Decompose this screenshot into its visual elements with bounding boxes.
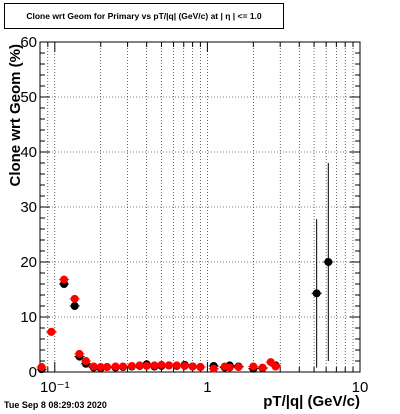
- data-point-series-2: [271, 362, 280, 371]
- data-point-series-2: [81, 357, 90, 365]
- data-point-series-2: [111, 362, 120, 371]
- data-point-series-2: [142, 361, 151, 370]
- y-tick-label: 40: [20, 144, 37, 161]
- x-axis-label: pT/|q| (GeV/c): [263, 393, 360, 410]
- data-point-series-2: [157, 360, 166, 369]
- data-point-series-2: [172, 361, 181, 370]
- x-tick-label: 10: [352, 379, 369, 396]
- y-tick-label: 60: [20, 34, 37, 51]
- data-point-series-2: [180, 361, 189, 370]
- data-point-series-1: [324, 258, 333, 266]
- data-point-series-2: [89, 362, 98, 371]
- x-tick-label: 10⁻¹: [40, 379, 70, 396]
- data-point-series-2: [249, 362, 258, 371]
- y-tick-label: 50: [20, 89, 37, 106]
- y-tick-label: 20: [20, 254, 37, 271]
- y-tick-label: 10: [20, 309, 37, 326]
- data-point-series-2: [135, 361, 144, 370]
- y-tick-label: 30: [20, 199, 37, 216]
- data-point-series-2: [150, 361, 159, 370]
- data-point-series-2: [37, 363, 46, 372]
- chart-title: Clone wrt Geom for Primary vs pT/|q| (Ge…: [4, 3, 284, 29]
- y-axis-label: Clone wrt Geom (%): [7, 44, 24, 187]
- data-point-series-2: [96, 363, 105, 372]
- data-point-series-2: [119, 362, 128, 371]
- y-tick-label: 0: [29, 364, 37, 381]
- data-point-series-2: [60, 275, 69, 284]
- data-point-series-2: [196, 363, 205, 372]
- data-point-series-2: [209, 364, 218, 373]
- data-point-series-2: [225, 363, 234, 372]
- data-point-series-2: [47, 327, 56, 336]
- data-point-series-1: [312, 289, 321, 298]
- data-point-series-2: [234, 363, 243, 372]
- data-point-series-2: [164, 361, 173, 370]
- data-point-series-2: [103, 363, 112, 372]
- data-point-series-2: [75, 349, 84, 358]
- timestamp: Tue Sep 8 08:29:03 2020: [4, 400, 107, 410]
- data-point-series-2: [70, 294, 79, 303]
- data-point-series-2: [258, 363, 267, 372]
- data-point-series-2: [127, 361, 136, 370]
- data-point-series-1: [70, 302, 79, 310]
- x-tick-label: 1: [203, 379, 211, 396]
- data-point-series-2: [188, 362, 197, 371]
